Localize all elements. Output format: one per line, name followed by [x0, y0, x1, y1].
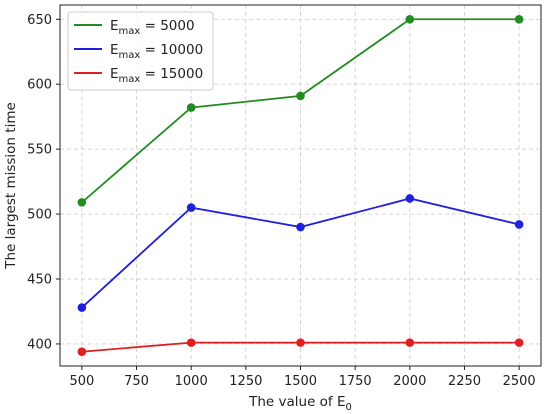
legend-label: Emax = 5000 — [110, 18, 195, 37]
data-point — [405, 194, 415, 203]
x-tick-label: 1500 — [284, 374, 317, 389]
data-point — [296, 222, 305, 232]
data-point — [405, 338, 415, 347]
x-axis: 500 750 1000 1250 1500 1750 2000 2250 2500 — [69, 366, 536, 389]
x-tick-label: 500 — [69, 374, 94, 389]
data-point — [77, 347, 87, 357]
data-point — [514, 14, 524, 24]
data-point — [77, 303, 87, 312]
y-tick-label: 500 — [27, 208, 52, 223]
x-tick-label: 1750 — [339, 374, 372, 389]
legend-item: Emax = 10000 — [74, 42, 203, 61]
x-tick-label: 1000 — [175, 374, 208, 389]
data-point — [186, 103, 196, 112]
legend-item: Emax = 15000 — [74, 66, 203, 85]
x-tick-label: 750 — [124, 374, 149, 389]
y-tick-label: 550 — [27, 143, 52, 158]
legend-label: Emax = 10000 — [110, 42, 203, 61]
y-tick-label: 650 — [27, 13, 52, 28]
data-point — [296, 91, 305, 101]
legend-item: Emax = 5000 — [74, 18, 195, 37]
x-tick-label: 2000 — [393, 374, 426, 389]
series-15000 — [77, 338, 524, 357]
y-axis: 400 450 500 550 600 650 — [27, 13, 60, 352]
y-axis-label: The largest mission time — [3, 102, 19, 270]
y-tick-label: 400 — [27, 337, 52, 352]
data-point — [186, 203, 196, 212]
series-layer — [77, 14, 524, 357]
y-tick-label: 600 — [27, 78, 52, 93]
x-axis-label: The value of E0 — [248, 394, 352, 413]
data-point — [296, 338, 305, 347]
data-point — [514, 220, 524, 229]
series-10000 — [77, 194, 524, 312]
series-5000 — [77, 14, 524, 207]
legend: Emax = 5000 Emax = 10000 Emax = 15000 — [67, 11, 214, 91]
legend-box — [67, 11, 214, 91]
x-tick-label: 2500 — [503, 374, 536, 389]
data-point — [77, 198, 87, 207]
data-point — [514, 338, 524, 347]
x-tick-label: 2250 — [448, 374, 481, 389]
x-tick-label: 1250 — [229, 374, 262, 389]
data-point — [405, 14, 415, 24]
data-point — [186, 338, 196, 347]
y-tick-label: 450 — [27, 272, 52, 287]
legend-label: Emax = 15000 — [110, 66, 203, 85]
